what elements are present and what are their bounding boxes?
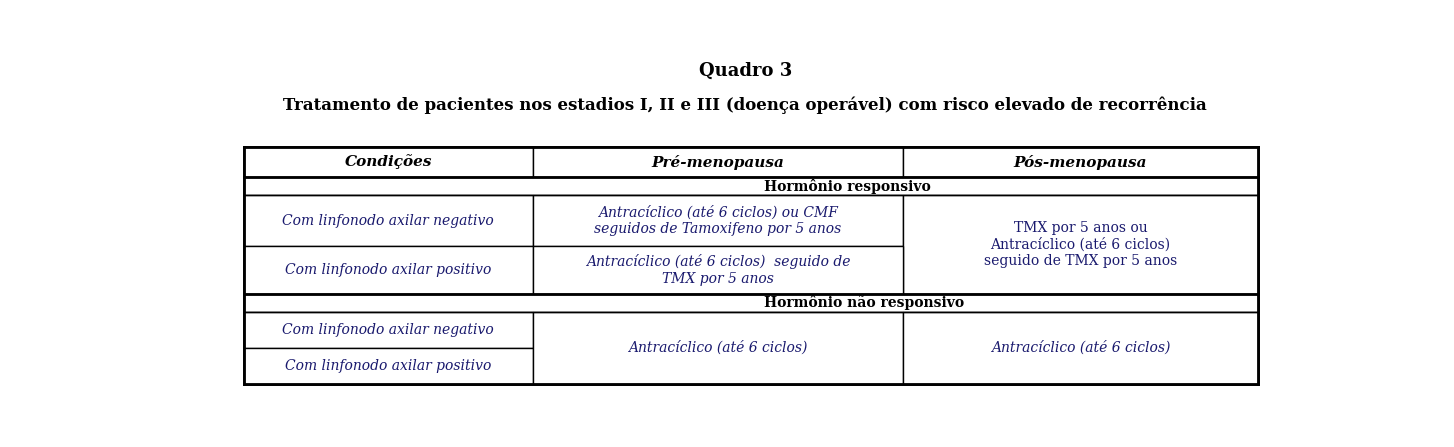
FancyBboxPatch shape [903,312,1258,384]
Text: Antracíclico (até 6 ciclos): Antracíclico (até 6 ciclos) [990,341,1170,355]
FancyBboxPatch shape [903,147,1258,177]
Text: Com linfonodo axilar positivo: Com linfonodo axilar positivo [285,359,491,373]
FancyBboxPatch shape [244,294,1258,312]
FancyBboxPatch shape [532,312,903,384]
Text: Quadro 3: Quadro 3 [698,62,792,80]
Text: Pós-menopausa: Pós-menopausa [1013,155,1147,169]
Text: Com linfonodo axilar negativo: Com linfonodo axilar negativo [282,323,494,337]
FancyBboxPatch shape [532,147,903,177]
FancyBboxPatch shape [532,246,903,294]
Text: Hormônio responsivo: Hormônio responsivo [765,179,931,194]
Text: Com linfonodo axilar negativo: Com linfonodo axilar negativo [282,214,494,228]
Text: Antracíclico (até 6 ciclos) ou CMF
seguidos de Tamoxifeno por 5 anos: Antracíclico (até 6 ciclos) ou CMF segui… [595,206,842,236]
FancyBboxPatch shape [244,147,532,177]
Text: Com linfonodo axilar positivo: Com linfonodo axilar positivo [285,263,491,277]
FancyBboxPatch shape [903,195,1258,294]
FancyBboxPatch shape [244,147,1258,384]
Text: Condições: Condições [345,155,432,169]
FancyBboxPatch shape [244,246,532,294]
FancyBboxPatch shape [244,195,532,246]
Text: Antracíclico (até 6 ciclos): Antracíclico (até 6 ciclos) [628,341,807,355]
FancyBboxPatch shape [532,195,903,246]
Text: Hormônio não responsivo: Hormônio não responsivo [765,295,964,310]
FancyBboxPatch shape [244,349,532,384]
FancyBboxPatch shape [244,312,532,349]
Text: Tratamento de pacientes nos estadios I, II e III (doença operável) com risco ele: Tratamento de pacientes nos estadios I, … [284,97,1207,114]
Text: TMX por 5 anos ou
Antracíclico (até 6 ciclos)
seguido de TMX por 5 anos: TMX por 5 anos ou Antracíclico (até 6 ci… [984,221,1178,268]
FancyBboxPatch shape [244,177,1258,195]
Text: Pré-menopausa: Pré-menopausa [651,155,784,169]
Text: Antracíclico (até 6 ciclos)  seguido de
TMX por 5 anos: Antracíclico (até 6 ciclos) seguido de T… [586,254,851,286]
